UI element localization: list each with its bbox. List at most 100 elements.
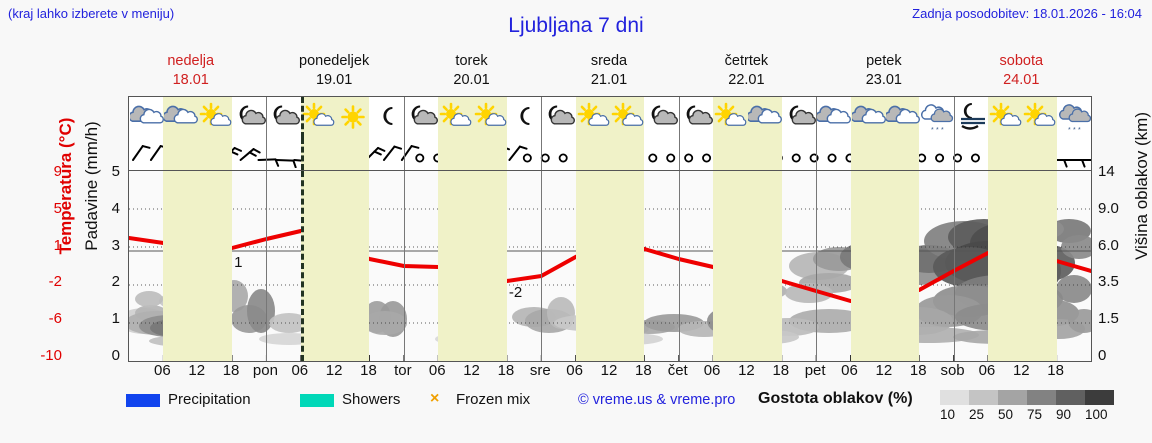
showers-swatch — [300, 394, 334, 407]
day-date: 19.01 — [315, 72, 353, 88]
time-tick: 12 — [463, 362, 480, 379]
time-tick: 18 — [1047, 362, 1064, 379]
day-name: torek — [455, 53, 488, 69]
time-tick: sre — [529, 362, 551, 379]
now-marker — [300, 97, 304, 138]
time-tick: 12 — [1012, 362, 1030, 379]
day-separator — [266, 138, 268, 170]
daylight-band — [575, 171, 645, 361]
time-tick: 06 — [978, 362, 996, 379]
day-header-row: nedelja 18.01 ponedeljek 19.01 torek 20.01 sre… — [128, 52, 1092, 94]
sun-cloud-icon — [1022, 97, 1056, 138]
day-separator — [953, 171, 955, 361]
day-date: 22.01 — [728, 72, 765, 88]
time-tick: 06 — [291, 362, 309, 379]
sun-cloud-icon — [438, 97, 472, 138]
day-name: ponedeljek — [299, 53, 370, 69]
weather-icon-strip: * * * * * * — [128, 96, 1092, 138]
time-tick: 18 — [497, 362, 515, 379]
credit-link[interactable]: © vreme.us & vreme.pro — [578, 392, 736, 408]
time-tick: 06 — [154, 362, 171, 379]
moon-icon — [370, 97, 404, 138]
daylight-band — [438, 171, 507, 361]
day-label-četrtek: četrtek 22.01 — [678, 52, 815, 90]
precip-axis-title: Padavine (mm/h) — [82, 121, 101, 251]
moon-cloud-icon — [541, 97, 576, 138]
temperature-value-label: -2 — [509, 284, 522, 301]
time-tick: 06 — [566, 362, 583, 379]
cloudy-icon — [163, 97, 199, 138]
day-separator — [541, 97, 543, 138]
sun-cloud-icon — [473, 97, 507, 138]
day-separator — [541, 138, 543, 170]
day-separator — [541, 171, 543, 361]
day-separator — [266, 171, 268, 361]
time-tick: pet — [804, 362, 826, 379]
cloud-density-colorbar-ticks: 10 25 50 75 90 100 — [934, 407, 1134, 423]
day-name: nedelja — [167, 53, 215, 69]
svg-text:*: * — [1068, 127, 1071, 134]
svg-text:*: * — [931, 127, 934, 134]
daylight-band — [163, 138, 233, 170]
moon-cloud-icon — [644, 97, 679, 138]
day-separator — [403, 171, 405, 361]
day-separator — [953, 138, 955, 170]
colorbar-segment — [969, 390, 998, 405]
time-tick: 06 — [428, 362, 446, 379]
location-hint: (kraj lahko izberete v meniju) — [8, 6, 175, 21]
time-tick: sob — [940, 362, 965, 379]
day-separator — [266, 97, 268, 138]
precip-tick: 4 — [111, 199, 120, 217]
daylight-band — [438, 138, 507, 170]
sun-cloud-icon — [988, 97, 1022, 138]
daylight-band — [300, 138, 370, 170]
precip-tick: 1 — [111, 310, 120, 328]
daylight-band — [713, 171, 782, 361]
day-name: sreda — [590, 53, 628, 69]
moon-cloud-icon — [232, 97, 267, 138]
cloud-density-legend-label: Gostota oblakov (%) — [758, 390, 913, 407]
meteogram-plot: ×13-22-41-50-52-23042 — [128, 170, 1092, 362]
cloud-axis-title: Višina oblakov (km) — [1132, 111, 1151, 261]
cloudy-icon — [816, 97, 852, 138]
temperature-tick: 5 — [53, 199, 62, 217]
temperature-tick: -6 — [48, 310, 62, 328]
cloudy-icon — [747, 97, 783, 138]
cloud-tick: 1.5 — [1098, 310, 1119, 328]
time-tick: 18 — [772, 362, 790, 379]
sun-cloud-icon — [301, 97, 335, 138]
day-label-petek: petek 23.01 — [815, 52, 952, 90]
daylight-band — [300, 171, 370, 361]
time-tick: 18 — [222, 362, 240, 379]
day-date: 21.01 — [590, 72, 628, 88]
last-update: Zadnja posodobitev: 18.01.2026 - 16:04 — [912, 6, 1142, 21]
time-tick: tor — [394, 362, 412, 379]
day-separator — [678, 171, 680, 361]
day-name: četrtek — [724, 53, 769, 69]
svg-text:*: * — [941, 127, 944, 134]
precipitation-swatch — [126, 394, 160, 407]
moon-cloud-icon — [679, 97, 713, 138]
showers-legend-label: Showers — [342, 391, 401, 408]
cloudy-icon — [885, 97, 920, 138]
day-label-sreda: sreda 21.01 — [540, 52, 677, 90]
day-date: 20.01 — [453, 72, 490, 88]
moon-cloud-icon — [404, 97, 438, 138]
svg-text:*: * — [1073, 127, 1076, 134]
day-name: sobota — [999, 53, 1044, 69]
daylight-band — [163, 171, 233, 361]
daylight-band — [850, 138, 920, 170]
sun-icon — [335, 97, 369, 138]
day-separator — [403, 138, 405, 170]
legend: Precipitation Showers × Frozen mix © vre… — [108, 386, 1152, 426]
temperature-value-label: 1 — [234, 254, 242, 271]
day-separator — [816, 138, 818, 170]
time-tick: 18 — [909, 362, 927, 379]
colorbar-segment — [998, 390, 1027, 405]
day-date: 23.01 — [865, 72, 902, 88]
svg-text:*: * — [936, 127, 939, 134]
cloud-density-colorbar — [940, 390, 1114, 405]
day-separator — [678, 138, 680, 170]
day-date: 24.01 — [1003, 72, 1040, 88]
time-tick: 12 — [875, 362, 893, 379]
